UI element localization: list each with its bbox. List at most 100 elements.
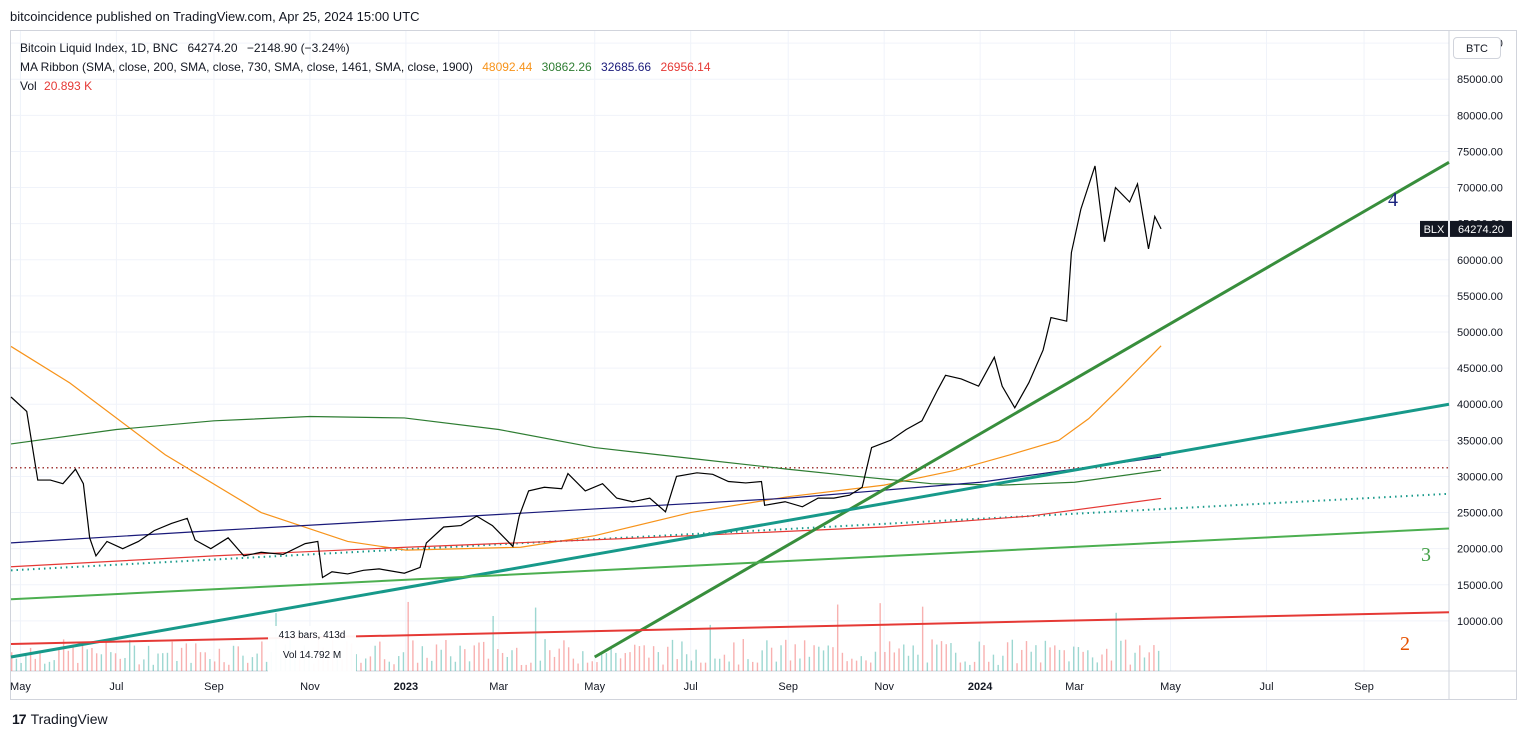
trend-line — [10, 611, 1450, 645]
volume-bar — [884, 651, 886, 671]
volume-bar — [563, 640, 565, 671]
legend-symbol: Bitcoin Liquid Index, 1D, BNC — [20, 41, 179, 55]
volume-bar — [657, 652, 660, 671]
volume-bar — [86, 649, 88, 671]
volume-bar — [954, 652, 957, 671]
volume-bar — [775, 661, 778, 671]
volume-bar — [818, 646, 820, 671]
trend-line — [593, 160, 1450, 659]
volume-bar — [681, 641, 683, 671]
y-tick-label: 50000.00 — [1457, 327, 1503, 339]
measure-bars: 413 bars, 413d — [278, 630, 346, 641]
volume-bar — [690, 660, 693, 671]
currency-button[interactable]: BTC — [1453, 37, 1501, 59]
measure-tooltip: 413 bars, 413d Vol 14.792 M — [268, 626, 356, 672]
volume-bar — [355, 654, 357, 671]
volume-bar — [520, 664, 523, 671]
volume-bar — [445, 639, 447, 671]
volume-bar — [44, 663, 46, 671]
volume-bar — [506, 656, 508, 671]
volume-bar — [667, 646, 669, 671]
ma-line-200 — [10, 345, 1162, 551]
x-tick-label: Jul — [109, 681, 123, 693]
publish-header: bitcoincidence published on TradingView.… — [10, 9, 420, 24]
volume-bar — [851, 658, 853, 671]
x-tick-label: Jul — [1259, 681, 1273, 693]
volume-bar — [237, 646, 239, 671]
volume-bar — [931, 639, 933, 671]
volume-bar — [1143, 657, 1146, 671]
volume-bar — [766, 640, 768, 671]
volume-bar — [841, 652, 844, 671]
volume-bar — [865, 660, 867, 671]
volume-bar — [497, 649, 499, 671]
volume-bar — [1072, 646, 1075, 671]
y-tick-label: 40000.00 — [1457, 399, 1503, 411]
x-tick-label: May — [584, 681, 605, 693]
volume-bar — [416, 662, 419, 671]
price-line — [10, 165, 1162, 579]
volume-bar — [1082, 651, 1084, 671]
legend-ma-row: MA Ribbon (SMA, close, 200, SMA, close, … — [20, 58, 711, 77]
volume-bar — [67, 650, 70, 671]
volume-bar — [534, 607, 537, 671]
volume-bar — [945, 644, 947, 671]
ma-line-730 — [10, 415, 1162, 486]
volume-bar — [119, 658, 121, 671]
y-tick-label: 15000.00 — [1457, 580, 1503, 592]
y-tick-label: 10000.00 — [1457, 616, 1503, 628]
volume-bar — [539, 660, 542, 671]
volume-bar — [1016, 663, 1018, 671]
volume-bar — [364, 658, 367, 671]
x-tick-label: May — [10, 681, 31, 693]
volume-bar — [374, 645, 376, 671]
volume-bar — [402, 652, 405, 671]
volume-bar — [100, 654, 103, 671]
volume-bar — [246, 662, 249, 671]
volume-bar — [789, 660, 792, 671]
volume-bar — [147, 645, 150, 671]
volume-bar — [1157, 650, 1160, 671]
footer-brand-name: TradingView — [30, 711, 108, 727]
volume-bar — [379, 641, 381, 671]
volume-bar — [1058, 649, 1061, 671]
legend-ma-label: MA Ribbon (SMA, close, 200, SMA, close, … — [20, 60, 473, 74]
price-tag-symbol: BLX — [1424, 224, 1445, 236]
volume-bar — [58, 647, 60, 671]
chart-legend: Bitcoin Liquid Index, 1D, BNC 64274.20 −… — [20, 39, 711, 96]
volume-bar — [176, 660, 178, 671]
volume-bar — [39, 650, 41, 671]
volume-bar — [940, 641, 943, 671]
volume-bar — [72, 644, 74, 671]
volume-bar — [261, 641, 263, 671]
volume-bar — [1106, 648, 1108, 671]
volume-bar — [964, 661, 966, 671]
volume-bar — [596, 662, 598, 671]
y-tick-label: 30000.00 — [1457, 471, 1503, 483]
volume-bar — [25, 654, 27, 671]
volume-bar — [62, 639, 65, 671]
volume-bar — [747, 659, 749, 671]
volume-bar — [855, 660, 858, 671]
volume-bar — [105, 640, 107, 671]
volume-bar — [501, 652, 504, 671]
volume-bar — [1134, 652, 1136, 671]
volume-bar — [195, 643, 197, 671]
volume-bar — [907, 655, 910, 671]
volume-bar — [888, 641, 891, 671]
volume-bar — [1110, 660, 1113, 671]
volume-bar — [978, 641, 980, 671]
legend-vol-value: 20.893 K — [44, 79, 93, 93]
volume-bar — [671, 639, 674, 671]
volume-bar — [870, 662, 872, 671]
volume-bar — [558, 648, 560, 671]
volume-bar — [879, 603, 881, 671]
volume-bar — [983, 645, 985, 671]
volume-bar — [634, 644, 636, 671]
volume-bar — [487, 658, 490, 671]
volume-bar — [242, 655, 244, 671]
volume-bar — [836, 604, 839, 671]
volume-bar — [1049, 647, 1051, 671]
volume-bar — [34, 658, 36, 671]
